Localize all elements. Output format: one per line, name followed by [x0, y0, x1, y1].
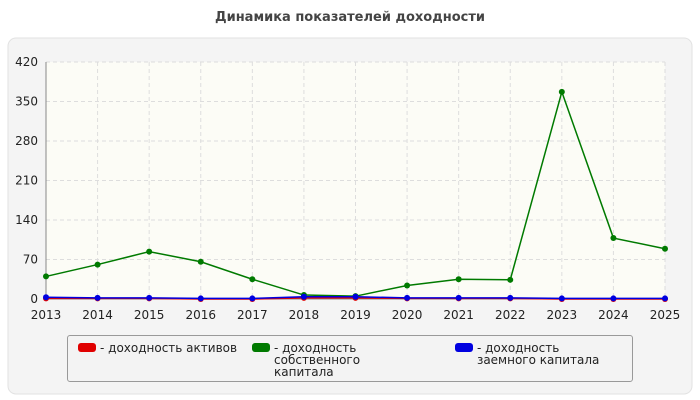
x-tick-label: 2016 — [185, 308, 216, 322]
legend-label: - доходность заемного капитала — [476, 341, 600, 367]
legend-item: - доходность заемного капитала — [454, 341, 624, 381]
y-tick-label: 280 — [15, 134, 38, 148]
chart-title: Динамика показателей доходности — [215, 10, 485, 25]
x-tick-label: 2017 — [237, 308, 268, 322]
y-tick-label: 0 — [30, 292, 38, 306]
legend-label: - доходность собственного капитала — [274, 341, 361, 379]
legend-swatch — [78, 343, 96, 352]
x-tick-label: 2014 — [82, 308, 113, 322]
legend-swatch — [454, 343, 473, 352]
marker — [404, 282, 411, 289]
marker — [197, 258, 204, 265]
marker — [610, 235, 617, 242]
marker — [352, 293, 359, 300]
x-tick-label: 2025 — [650, 308, 681, 322]
marker — [404, 294, 411, 301]
y-tick-label: 70 — [23, 253, 38, 267]
marker — [249, 295, 256, 302]
x-tick-label: 2024 — [598, 308, 629, 322]
legend: - доходность активов - доходность собстве… — [67, 335, 633, 382]
x-tick-label: 2015 — [134, 308, 165, 322]
marker — [455, 276, 462, 283]
x-tick-label: 2022 — [495, 308, 526, 322]
marker — [197, 295, 204, 302]
marker — [146, 248, 153, 255]
marker — [249, 276, 256, 283]
marker — [558, 295, 565, 302]
y-tick-label: 210 — [15, 174, 38, 188]
marker — [300, 293, 307, 300]
marker — [610, 295, 617, 302]
y-tick-label: 140 — [15, 213, 38, 227]
y-tick-label: 350 — [15, 95, 38, 109]
marker — [507, 276, 514, 283]
marker — [507, 294, 514, 301]
marker — [43, 273, 49, 280]
x-tick-label: 2018 — [289, 308, 320, 322]
legend-item: - доходность активов — [78, 342, 238, 381]
x-tick-label: 2021 — [443, 308, 474, 322]
y-tick-label: 420 — [15, 55, 38, 69]
x-tick-label: 2023 — [547, 308, 578, 322]
marker — [558, 88, 565, 95]
x-tick-label: 2019 — [340, 308, 371, 322]
marker — [662, 245, 668, 252]
legend-swatch — [252, 343, 270, 352]
x-tick-label: 2020 — [392, 308, 423, 322]
marker — [146, 294, 153, 301]
legend-item: - доходность собственного капитала — [252, 342, 441, 381]
legend-label: - доходность активов — [100, 341, 238, 355]
marker — [43, 294, 49, 301]
marker — [94, 294, 101, 301]
marker — [455, 294, 462, 301]
marker — [662, 295, 668, 302]
marker — [94, 261, 101, 268]
x-tick-label: 2013 — [31, 308, 62, 322]
